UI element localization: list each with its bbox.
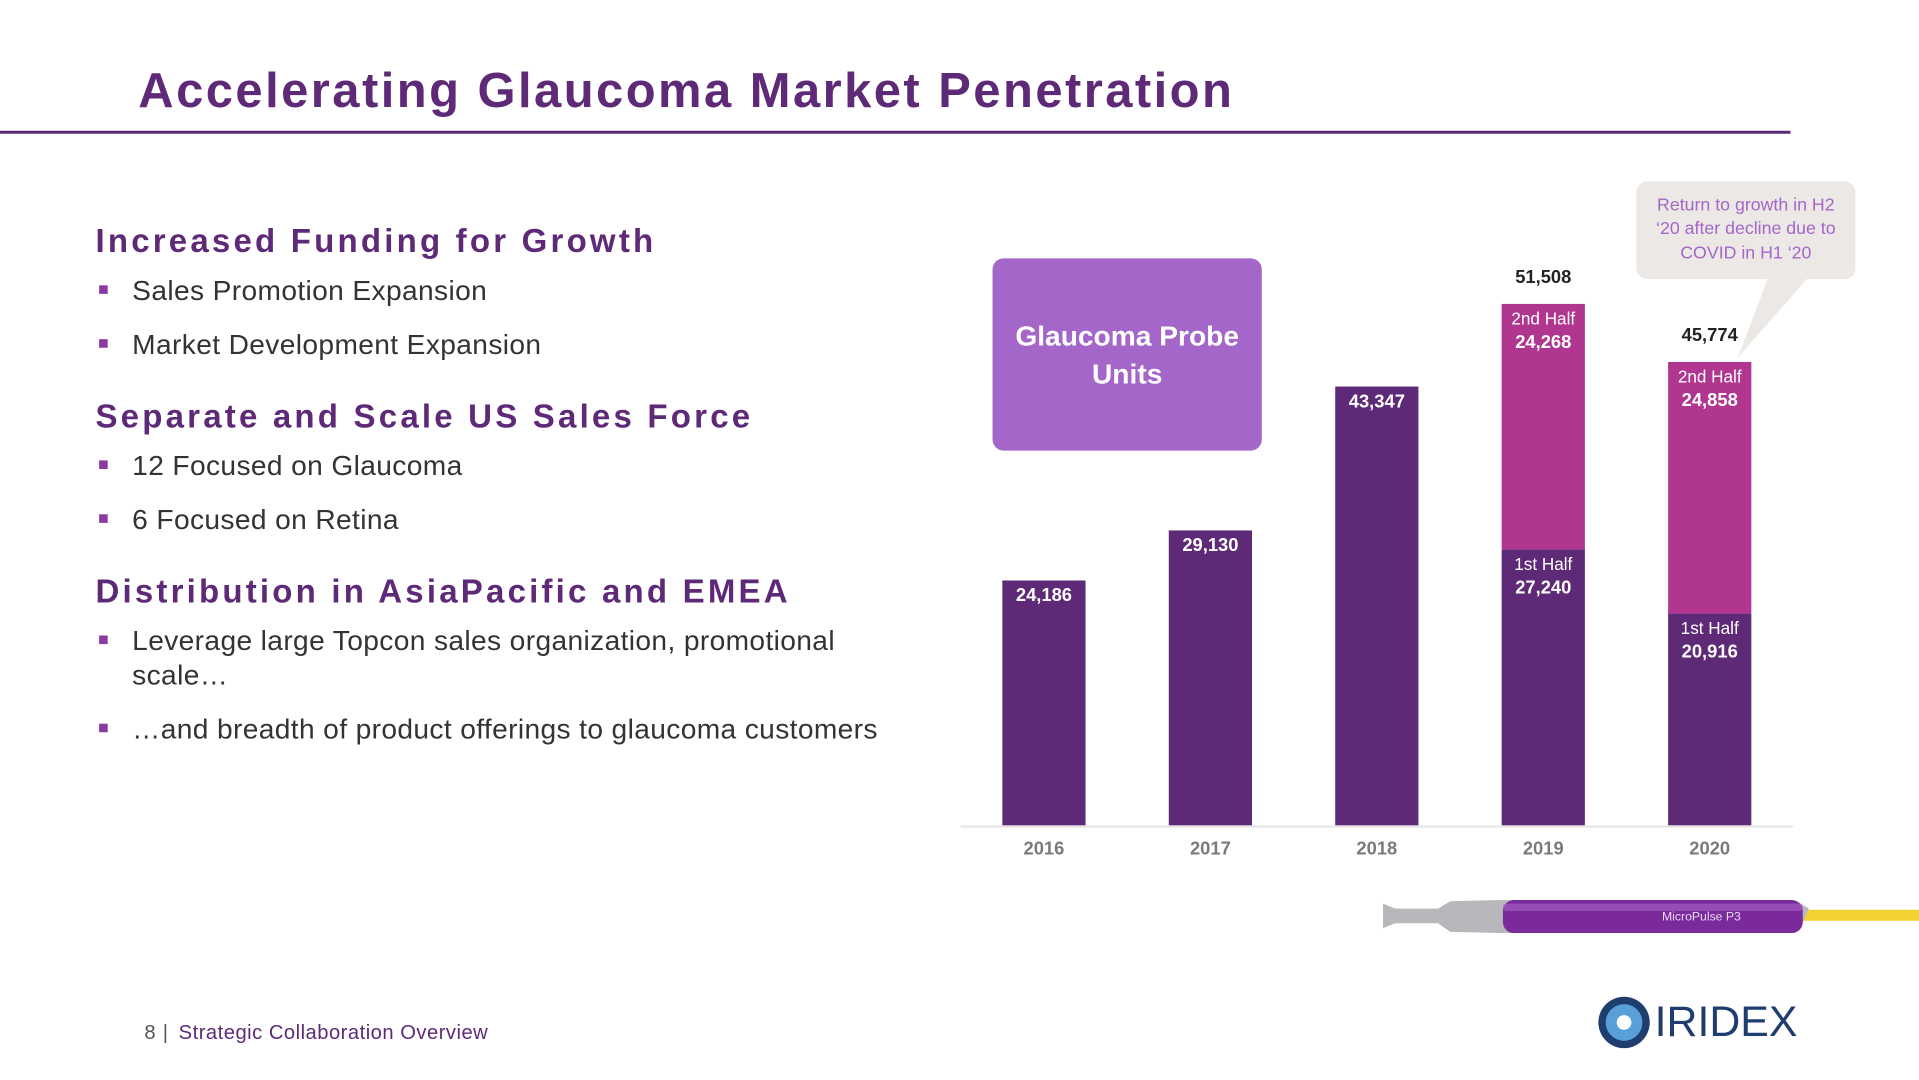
section-heading: Distribution in AsiaPacific and EMEA (95, 573, 791, 610)
bar-segment (1168, 530, 1253, 826)
total-label: 51,508 (1515, 266, 1571, 287)
bullet: …and breadth of product offerings to gla… (95, 711, 891, 745)
sections: Increased Funding for Growth Sales Promot… (95, 223, 891, 746)
bar-segment (1668, 361, 1752, 614)
section-heading: Separate and Scale US Sales Force (95, 397, 754, 435)
footer-separator: | (163, 1022, 168, 1044)
annotation-box (992, 258, 1262, 451)
probe-image: MicroPulse P3 (1382, 900, 1919, 934)
total-label: 45,774 (1682, 324, 1739, 345)
x-tick-label: 2019 (1523, 838, 1564, 859)
x-tick-label: 2018 (1356, 838, 1397, 859)
callout-tail (1737, 276, 1809, 358)
segment-name: 2nd Half (1511, 308, 1575, 328)
bar-segment (1501, 549, 1585, 826)
annotation-text: Glaucoma Probe Units (1015, 318, 1240, 389)
value-label: 24,858 (1682, 389, 1738, 410)
slide-title: Accelerating Glaucoma Market Penetration (138, 64, 1234, 118)
bar-segment (1501, 303, 1585, 550)
bullet: 12 Focused on Glaucoma (95, 448, 891, 482)
callout: Return to growth in H2 ‘20 after decline… (1656, 195, 1836, 263)
x-tick-label: 2017 (1190, 838, 1231, 859)
annotation: Glaucoma Probe Units (1015, 318, 1240, 389)
value-label: 20,916 (1682, 641, 1738, 662)
value-label: 27,240 (1515, 577, 1571, 598)
section: Separate and Scale US Sales Force 12 Focu… (95, 398, 891, 536)
bullet: Market Development Expansion (95, 327, 891, 361)
value-label: 43,347 (1349, 390, 1405, 411)
bullet: 6 Focused on Retina (95, 502, 891, 536)
segment-name: 1st Half (1681, 618, 1739, 638)
value-label: 24,268 (1515, 331, 1571, 352)
section-heading: Increased Funding for Growth (95, 222, 657, 260)
value-label: 29,130 (1182, 534, 1238, 555)
section: Distribution in AsiaPacific and EMEA Leve… (95, 573, 891, 746)
callout-box (1636, 181, 1856, 280)
segment-name: 2nd Half (1678, 366, 1742, 386)
footer-text: Strategic Collaboration Overview (179, 1022, 489, 1044)
logo: IRIDEX (1598, 996, 1798, 1049)
left-column: Increased Funding for Growth Sales Promot… (95, 223, 891, 746)
segment-name: 1st Half (1514, 554, 1572, 574)
section: Increased Funding for Growth Sales Promot… (95, 223, 891, 361)
callout-text: Return to growth in H2 ‘20 after decline… (1656, 195, 1836, 263)
bullet: Sales Promotion Expansion (95, 273, 891, 307)
x-tick-label: 2016 (1024, 838, 1065, 859)
bar-segment (1002, 580, 1086, 826)
bar-segment (1668, 613, 1752, 826)
bullet: Leverage large Topcon sales organization… (95, 623, 891, 692)
bar-segment (1335, 386, 1419, 826)
x-tick-label: 2020 (1689, 838, 1730, 859)
page-number: 8 (144, 1022, 155, 1044)
product-label: MicroPulse P3 (1662, 909, 1741, 923)
value-label: 24,186 (1016, 584, 1072, 605)
logo-text: IRIDEX (1655, 998, 1798, 1046)
